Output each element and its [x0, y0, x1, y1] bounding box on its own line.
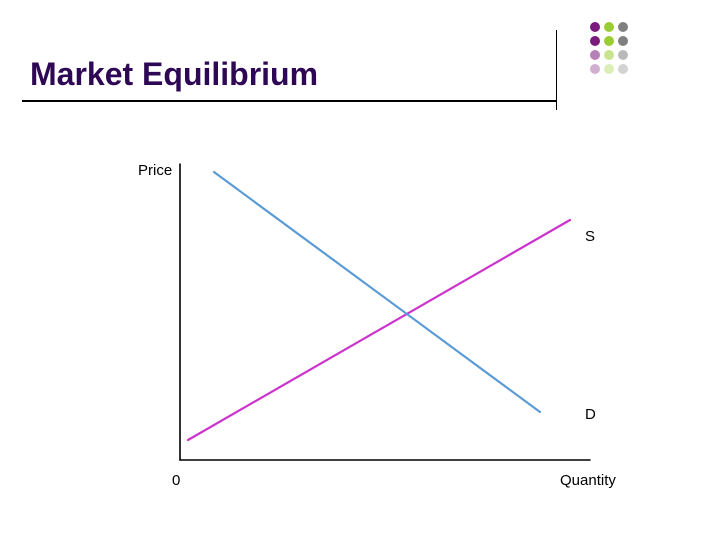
- chart-svg: [140, 150, 640, 500]
- origin-label: 0: [172, 472, 180, 489]
- demand-label: D: [585, 406, 596, 423]
- supply-line: [188, 220, 570, 440]
- decoration-dot: [604, 36, 614, 46]
- decoration-dot: [590, 36, 600, 46]
- decoration-dot: [604, 64, 614, 74]
- decoration-dot: [590, 22, 600, 32]
- decoration-dot: [604, 50, 614, 60]
- decoration-dot: [618, 64, 628, 74]
- supply-label: S: [585, 228, 595, 245]
- demand-line: [214, 172, 540, 412]
- slide: Market Equilibrium Price Quantity 0 S D: [0, 0, 720, 540]
- equilibrium-chart: Price Quantity 0 S D: [140, 150, 640, 500]
- decoration-dot: [590, 64, 600, 74]
- decoration-dot: [590, 50, 600, 60]
- decoration-dot: [618, 50, 628, 60]
- decoration-vertical-line: [556, 30, 557, 110]
- decoration-dot: [604, 22, 614, 32]
- y-axis-label: Price: [138, 162, 172, 179]
- slide-title: Market Equilibrium: [30, 56, 318, 93]
- decoration-dot: [618, 22, 628, 32]
- decoration-dot: [618, 36, 628, 46]
- title-underline: [22, 100, 556, 102]
- x-axis-label: Quantity: [560, 472, 616, 489]
